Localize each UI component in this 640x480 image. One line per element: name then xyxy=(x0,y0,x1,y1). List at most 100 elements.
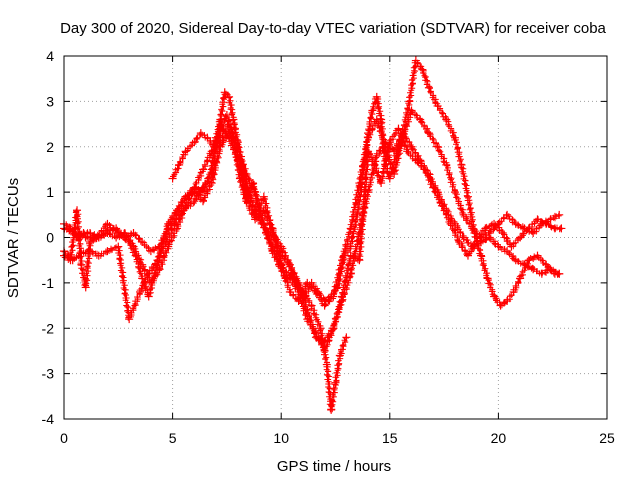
data-point xyxy=(322,360,331,369)
y-tick-label: -4 xyxy=(42,411,55,427)
data-point xyxy=(468,224,477,233)
data-point xyxy=(450,219,459,228)
data-point xyxy=(542,260,551,269)
data-point xyxy=(394,124,403,133)
data-point xyxy=(181,147,190,156)
y-tick-label: 3 xyxy=(46,93,54,109)
data-point xyxy=(355,256,364,265)
data-point xyxy=(498,228,507,237)
data-point xyxy=(136,287,145,296)
data-point xyxy=(346,224,355,233)
x-tick-label: 10 xyxy=(273,430,289,446)
data-point xyxy=(529,265,538,274)
data-point xyxy=(442,160,451,169)
data-point xyxy=(537,269,546,278)
data-point xyxy=(390,147,399,156)
data-point xyxy=(199,197,208,206)
data-point xyxy=(416,156,425,165)
data-point xyxy=(199,165,208,174)
data-point xyxy=(494,242,503,251)
data-point xyxy=(507,242,516,251)
data-point xyxy=(114,242,123,251)
data-point xyxy=(372,92,381,101)
data-point xyxy=(463,192,472,201)
data-point xyxy=(416,115,425,124)
data-point xyxy=(229,115,238,124)
data-point xyxy=(294,278,303,287)
x-tick-label: 20 xyxy=(491,430,507,446)
plot-frame xyxy=(63,55,608,420)
data-point xyxy=(346,269,355,278)
data-point xyxy=(463,251,472,260)
data-point xyxy=(129,242,138,251)
data-point xyxy=(222,110,231,119)
data-point xyxy=(216,138,225,147)
data-point xyxy=(181,201,190,210)
y-tick-label: -1 xyxy=(42,275,55,291)
data-point xyxy=(311,287,320,296)
data-point xyxy=(77,260,86,269)
data-point xyxy=(338,256,347,265)
data-point xyxy=(207,179,216,188)
data-point xyxy=(285,287,294,296)
data-point xyxy=(207,147,216,156)
data-point xyxy=(364,133,373,142)
data-point xyxy=(485,233,494,242)
data-point xyxy=(546,215,555,224)
data-point xyxy=(355,228,364,237)
data-point xyxy=(555,269,564,278)
data-point xyxy=(190,138,199,147)
data-point xyxy=(442,206,451,215)
data-point xyxy=(175,160,184,169)
data-point xyxy=(424,83,433,92)
data-point xyxy=(342,333,351,342)
data-point xyxy=(86,228,95,237)
data-point xyxy=(103,247,112,256)
data-point xyxy=(146,278,155,287)
data-point xyxy=(303,306,312,315)
x-axis: 0 5 10 15 20 25 xyxy=(60,56,615,446)
data-point xyxy=(477,251,486,260)
data-point xyxy=(164,219,173,228)
data-point xyxy=(233,142,242,151)
data-point xyxy=(450,133,459,142)
data-point xyxy=(407,106,416,115)
data-point xyxy=(327,405,336,414)
data-point xyxy=(329,292,338,301)
data-point xyxy=(516,233,525,242)
data-point xyxy=(424,169,433,178)
data-point xyxy=(103,219,112,228)
data-point xyxy=(66,256,75,265)
data-point xyxy=(546,265,555,274)
data-point xyxy=(199,183,208,192)
data-point xyxy=(433,101,442,110)
data-point xyxy=(144,292,153,301)
data-point xyxy=(398,129,407,138)
data-point xyxy=(94,251,103,260)
data-point xyxy=(433,142,442,151)
data-point xyxy=(455,238,464,247)
data-point xyxy=(516,274,525,283)
data-point xyxy=(503,247,512,256)
data-point xyxy=(483,274,492,283)
y-tick-label: 2 xyxy=(46,139,54,155)
y-tick-label: -3 xyxy=(42,366,55,382)
data-point xyxy=(459,233,468,242)
data-point xyxy=(138,238,147,247)
data-point xyxy=(172,206,181,215)
data-point xyxy=(533,215,542,224)
data-point xyxy=(320,346,329,355)
data-point xyxy=(294,287,303,296)
data-point xyxy=(450,188,459,197)
data-point xyxy=(457,160,466,169)
data-point xyxy=(129,228,138,237)
data-point xyxy=(418,65,427,74)
y-axis: -4 -3 -2 -1 0 1 2 3 4 xyxy=(42,48,607,427)
data-point xyxy=(268,242,277,251)
series-track-e xyxy=(60,120,564,355)
data-point xyxy=(368,106,377,115)
data-point xyxy=(268,224,277,233)
x-tick-label: 15 xyxy=(382,430,398,446)
data-point xyxy=(311,328,320,337)
data-point xyxy=(303,278,312,287)
